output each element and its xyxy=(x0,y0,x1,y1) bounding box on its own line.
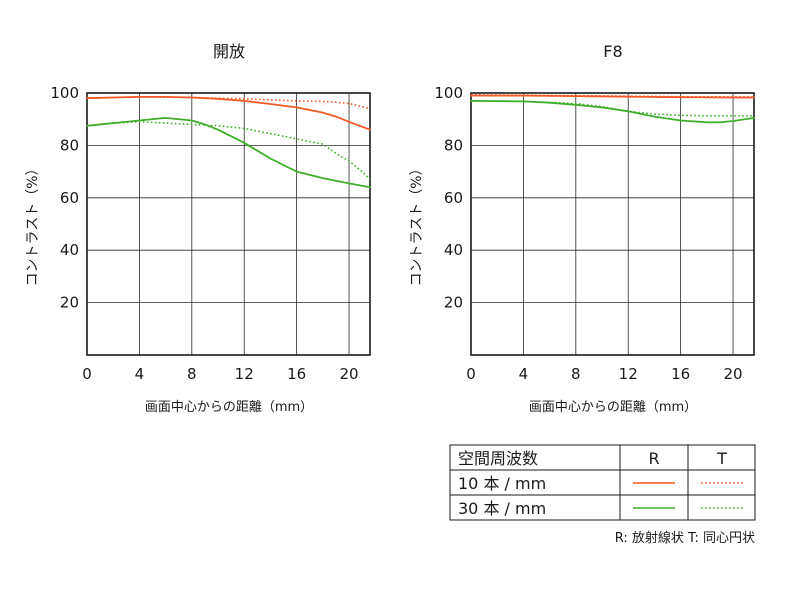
series-line-2 xyxy=(86,117,371,189)
chart-f8: F8 0 4 8 12 16 20 20 40 60 80 100 画面中心からの距離（mm） コン… xyxy=(409,42,755,415)
chart-f8-tick-labels: 0 4 8 12 16 20 20 40 60 80 100 xyxy=(434,84,742,383)
x-tick-label: 4 xyxy=(519,365,529,383)
series-line-1 xyxy=(470,94,754,98)
chart-open-title: 開放 xyxy=(213,42,245,61)
chart-open-xlabel: 画面中心からの距離（mm） xyxy=(145,400,313,415)
x-tick-label: 20 xyxy=(723,365,742,383)
legend-table: 空間周波数 R T 10 本 / mm 30 本 / mm xyxy=(449,444,756,521)
x-tick-label: 8 xyxy=(571,365,581,383)
chart-f8-grid xyxy=(470,92,755,356)
legend-col-r: R xyxy=(648,449,659,468)
legend-row-10: 10 本 / mm xyxy=(458,474,546,493)
legend-col-t: T xyxy=(716,449,727,468)
y-tick-label: 20 xyxy=(444,294,463,312)
y-tick-label: 100 xyxy=(50,84,79,102)
y-tick-label: 40 xyxy=(60,241,79,259)
y-tick-label: 60 xyxy=(444,189,463,207)
legend-header: 空間周波数 xyxy=(458,449,538,468)
x-tick-label: 12 xyxy=(235,365,254,383)
chart-f8-xlabel: 画面中心からの距離（mm） xyxy=(529,400,697,415)
chart-f8-title: F8 xyxy=(603,42,622,61)
chart-open: 開放 0 4 8 12 16 20 20 40 60 80 100 画面中心からの距離（mm） コン… xyxy=(25,42,371,415)
x-tick-label: 16 xyxy=(287,365,306,383)
x-tick-label: 0 xyxy=(82,365,92,383)
y-tick-label: 60 xyxy=(60,189,79,207)
x-tick-label: 12 xyxy=(619,365,638,383)
legend-border xyxy=(449,444,756,521)
series-line-3 xyxy=(86,121,371,181)
series-line-1 xyxy=(86,96,371,110)
chart-f8-series xyxy=(470,94,755,124)
chart-f8-ylabel: コントラスト（%） xyxy=(409,161,425,286)
chart-open-grid xyxy=(86,92,371,356)
plot-frame xyxy=(86,92,371,356)
plot-frame xyxy=(470,92,755,356)
y-tick-label: 40 xyxy=(444,241,463,259)
chart-open-tick-labels: 0 4 8 12 16 20 20 40 60 80 100 xyxy=(50,84,358,383)
x-tick-label: 20 xyxy=(339,365,358,383)
x-tick-label: 8 xyxy=(187,365,197,383)
y-tick-label: 80 xyxy=(444,136,463,154)
chart-open-ylabel: コントラスト（%） xyxy=(25,161,41,286)
y-tick-label: 80 xyxy=(60,136,79,154)
x-tick-label: 4 xyxy=(135,365,145,383)
chart-open-series xyxy=(86,96,371,189)
x-tick-label: 16 xyxy=(671,365,690,383)
legend-note: R: 放射線状 T: 同心円状 xyxy=(615,530,755,546)
legend-row-30: 30 本 / mm xyxy=(458,499,546,518)
series-line-2 xyxy=(470,100,755,124)
y-tick-label: 100 xyxy=(434,84,463,102)
x-tick-label: 0 xyxy=(466,365,476,383)
y-tick-label: 20 xyxy=(60,294,79,312)
